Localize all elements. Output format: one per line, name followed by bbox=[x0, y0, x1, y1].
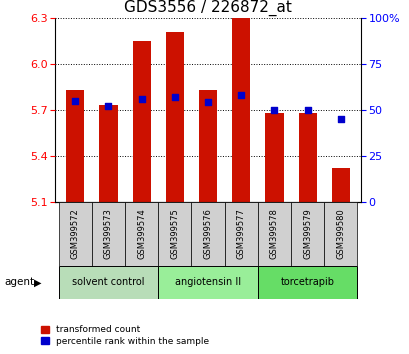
Text: GSM399576: GSM399576 bbox=[203, 208, 212, 259]
Point bbox=[270, 107, 277, 113]
Title: GDS3556 / 226872_at: GDS3556 / 226872_at bbox=[124, 0, 291, 16]
Bar bbox=[158, 202, 191, 266]
Text: agent: agent bbox=[4, 277, 34, 287]
Text: GSM399575: GSM399575 bbox=[170, 208, 179, 259]
Text: solvent control: solvent control bbox=[72, 277, 144, 287]
Text: torcetrapib: torcetrapib bbox=[280, 277, 334, 287]
Bar bbox=[132, 41, 151, 202]
Bar bbox=[66, 90, 84, 202]
Bar bbox=[298, 113, 316, 202]
Point bbox=[337, 116, 343, 122]
Bar bbox=[92, 202, 125, 266]
Legend: transformed count, percentile rank within the sample: transformed count, percentile rank withi… bbox=[41, 325, 209, 346]
Bar bbox=[125, 202, 158, 266]
Text: GSM399579: GSM399579 bbox=[302, 208, 311, 259]
Bar bbox=[257, 266, 357, 299]
Text: GSM399577: GSM399577 bbox=[236, 208, 245, 259]
Bar bbox=[290, 202, 324, 266]
Bar bbox=[198, 90, 217, 202]
Bar bbox=[58, 266, 158, 299]
Bar bbox=[58, 202, 92, 266]
Text: GSM399580: GSM399580 bbox=[335, 208, 344, 259]
Text: GSM399574: GSM399574 bbox=[137, 208, 146, 259]
Point bbox=[237, 92, 244, 98]
Bar bbox=[231, 18, 250, 202]
Point bbox=[105, 103, 112, 109]
Bar bbox=[165, 32, 184, 202]
Bar bbox=[191, 202, 224, 266]
Bar bbox=[224, 202, 257, 266]
Bar bbox=[324, 202, 357, 266]
Point bbox=[72, 98, 79, 103]
Bar bbox=[265, 113, 283, 202]
Text: GSM399573: GSM399573 bbox=[104, 208, 113, 259]
Bar bbox=[99, 105, 117, 202]
Text: angiotensin II: angiotensin II bbox=[175, 277, 240, 287]
Point bbox=[303, 107, 310, 113]
Text: GSM399578: GSM399578 bbox=[269, 208, 278, 259]
Point bbox=[171, 94, 178, 100]
Point bbox=[138, 96, 145, 102]
Text: GSM399572: GSM399572 bbox=[71, 208, 80, 259]
Bar bbox=[257, 202, 290, 266]
Bar bbox=[331, 168, 349, 202]
Point bbox=[204, 99, 211, 105]
Bar bbox=[158, 266, 257, 299]
Text: ▶: ▶ bbox=[34, 277, 41, 287]
